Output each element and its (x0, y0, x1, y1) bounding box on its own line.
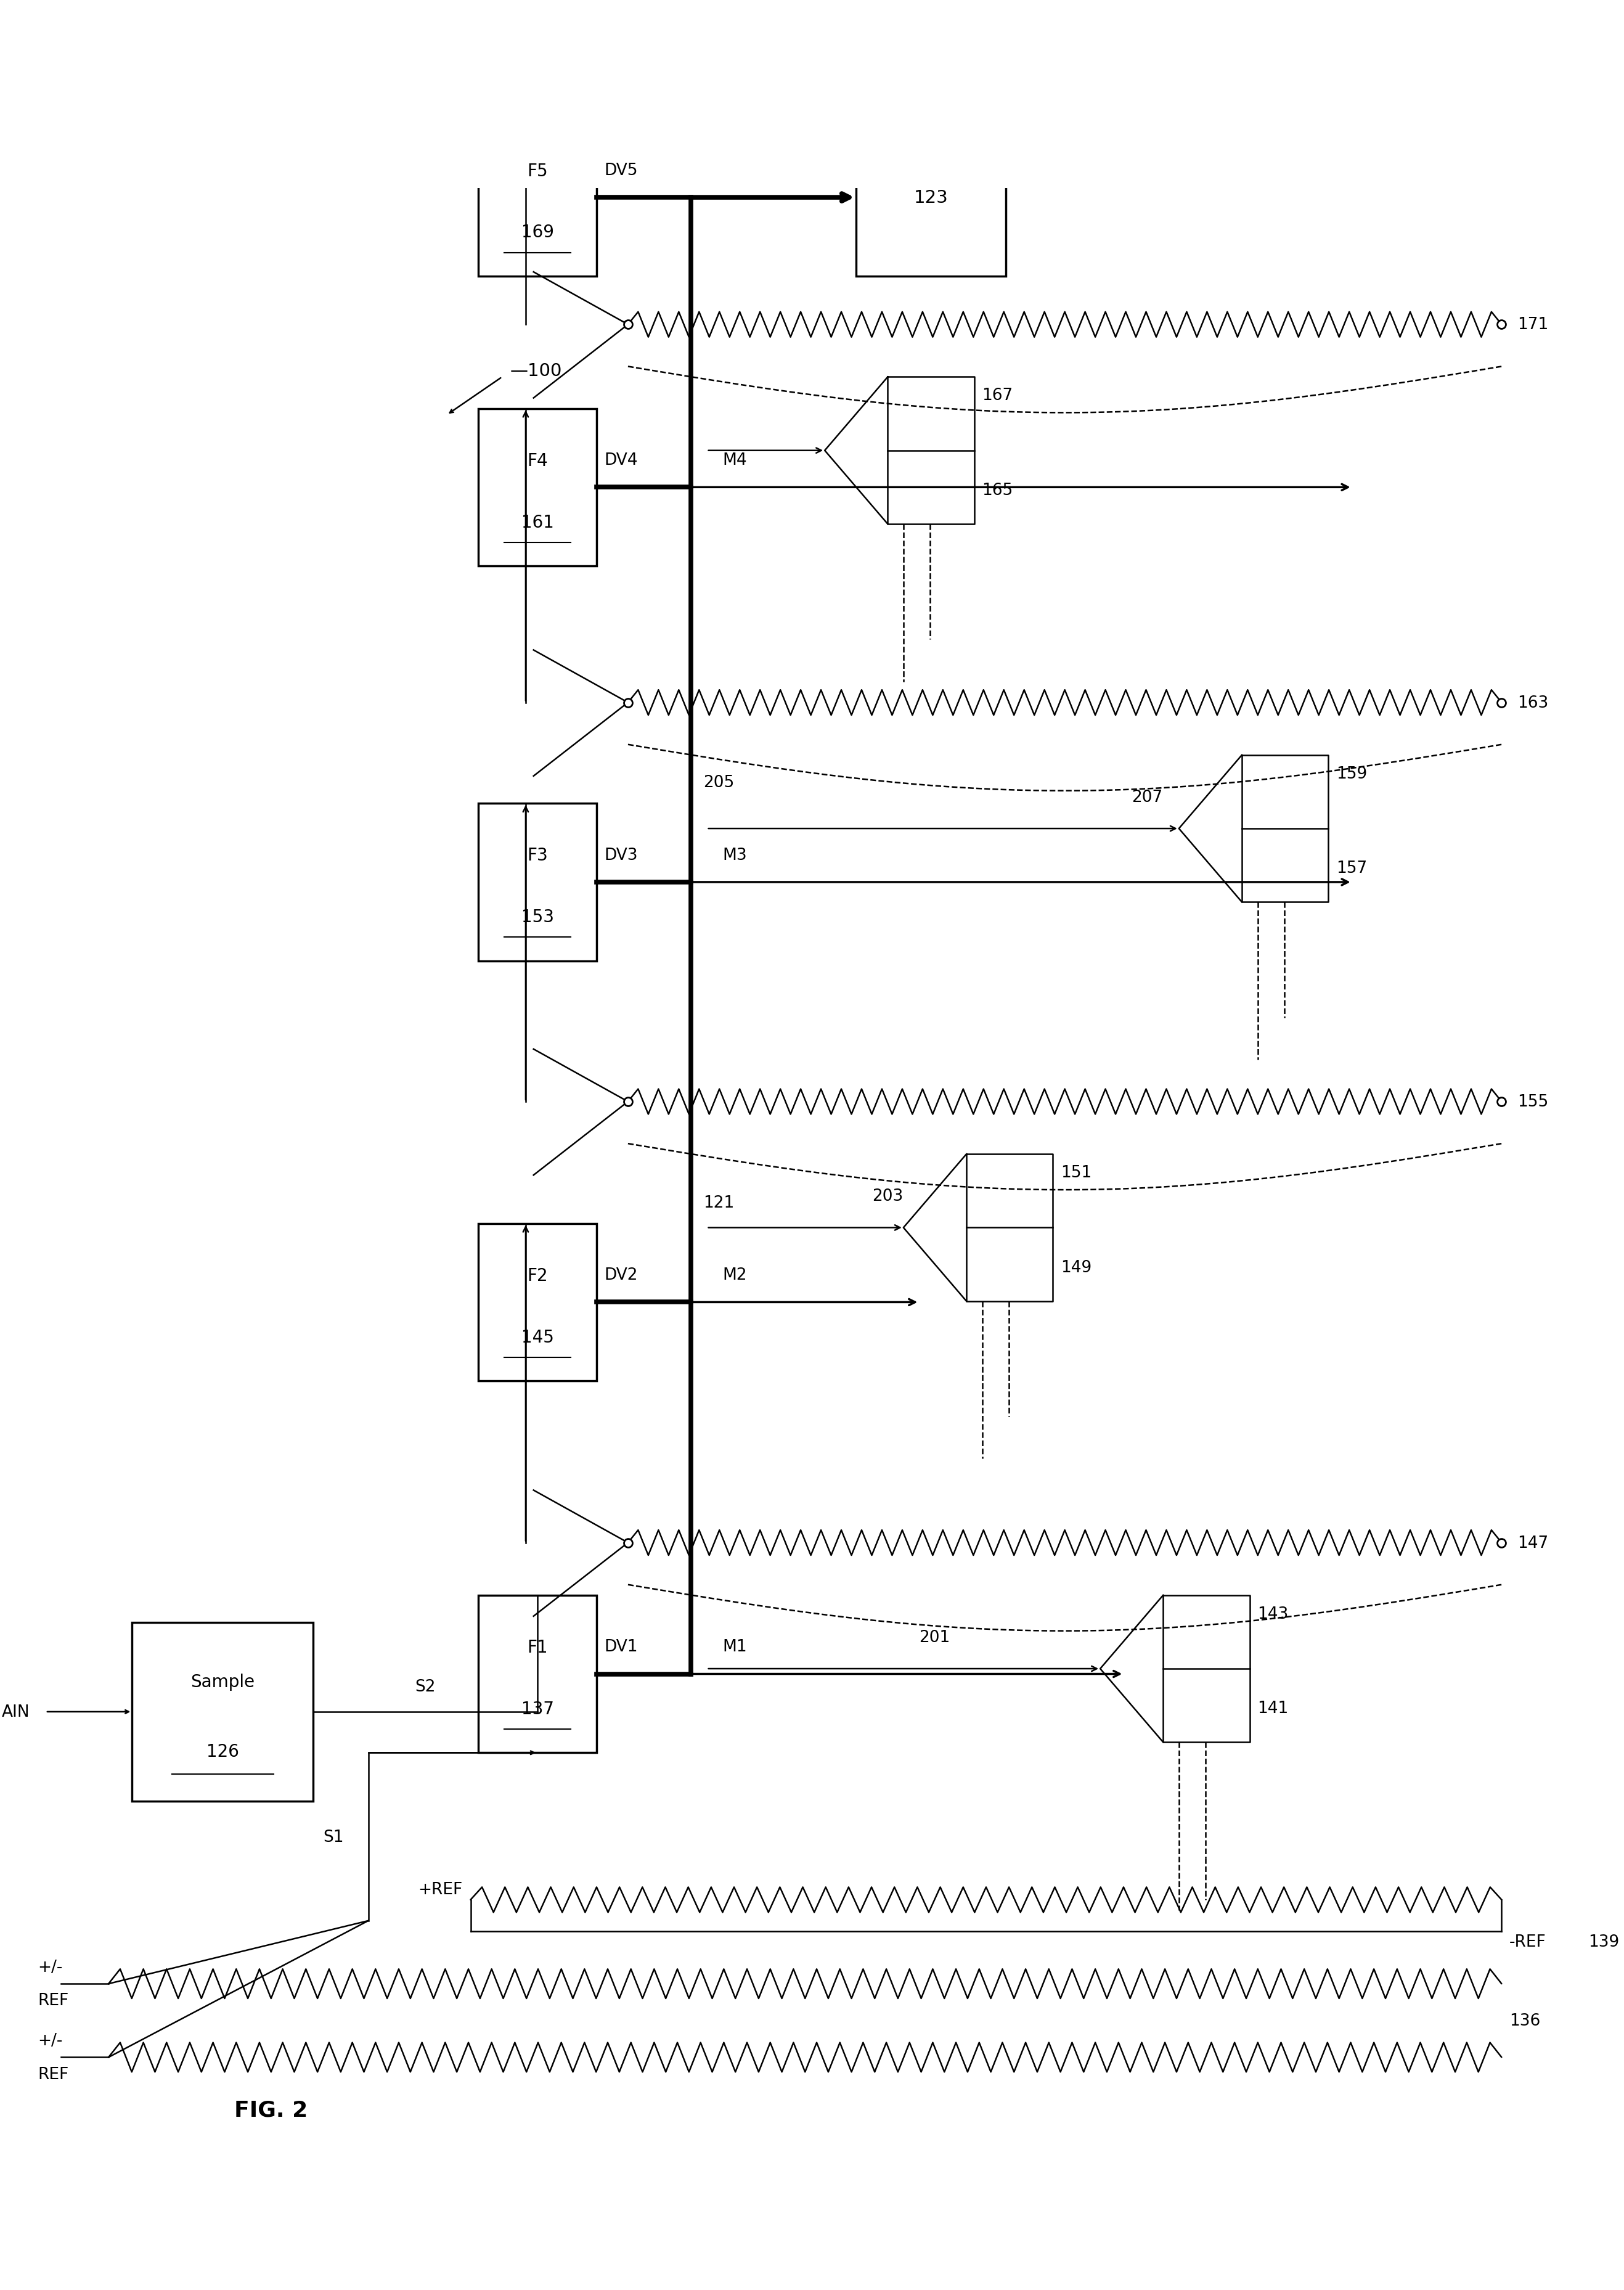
Text: Sample: Sample (190, 1674, 255, 1690)
Text: 167: 167 (983, 387, 1013, 403)
Text: DV5: DV5 (604, 163, 638, 179)
Text: -REF: -REF (1509, 1933, 1546, 1949)
Text: M4: M4 (723, 453, 747, 469)
Text: 203: 203 (872, 1189, 903, 1205)
Text: +/-: +/- (37, 1958, 63, 1974)
Text: DV4: DV4 (604, 453, 638, 469)
Text: 207: 207 (1132, 790, 1163, 806)
Text: 126: 126 (206, 1743, 239, 1759)
Text: F3: F3 (528, 847, 547, 863)
Text: 171: 171 (1517, 316, 1548, 332)
Text: 151: 151 (1060, 1166, 1091, 1182)
Bar (479, 804, 596, 962)
Text: DV1: DV1 (604, 1640, 638, 1656)
Text: 143: 143 (1257, 1605, 1288, 1621)
Text: 139: 139 (1588, 1933, 1619, 1949)
Text: DV2: DV2 (604, 1266, 638, 1282)
Text: 157: 157 (1337, 861, 1367, 877)
Text: DV3: DV3 (604, 847, 638, 863)
Text: 159: 159 (1337, 765, 1367, 781)
Bar (479, 119, 596, 277)
Text: S2: S2 (416, 1679, 435, 1695)
Text: 163: 163 (1517, 694, 1548, 710)
Text: +REF: +REF (417, 1882, 463, 1898)
Bar (479, 1223, 596, 1381)
Text: FIG. 2: FIG. 2 (234, 2100, 309, 2121)
Text: 121: 121 (703, 1195, 734, 1211)
Text: 149: 149 (1060, 1260, 1091, 1276)
Text: S1: S1 (323, 1830, 344, 1846)
Text: 136: 136 (1509, 2013, 1541, 2029)
Text: M1: M1 (723, 1640, 747, 1656)
Text: 165: 165 (983, 483, 1013, 499)
Text: 123: 123 (914, 190, 948, 206)
Text: F2: F2 (528, 1266, 547, 1285)
Bar (856, 119, 1005, 277)
Bar (479, 410, 596, 566)
Text: M3: M3 (723, 847, 747, 863)
Text: 169: 169 (521, 224, 554, 240)
Text: F5: F5 (528, 163, 547, 179)
Text: —100: —100 (510, 362, 562, 380)
Text: 205: 205 (703, 774, 734, 790)
Bar (132, 1624, 313, 1802)
Text: F4: F4 (528, 451, 547, 469)
Text: REF: REF (37, 2066, 68, 2082)
Text: 161: 161 (521, 513, 554, 531)
Text: F1: F1 (528, 1640, 547, 1656)
Text: AIN: AIN (2, 1704, 29, 1720)
Bar (479, 1596, 596, 1752)
Text: 201: 201 (919, 1628, 950, 1644)
Text: 155: 155 (1517, 1095, 1548, 1111)
Text: 137: 137 (521, 1699, 554, 1718)
Text: 141: 141 (1257, 1701, 1288, 1715)
Text: M2: M2 (723, 1266, 747, 1282)
Text: 147: 147 (1517, 1534, 1548, 1550)
Text: 145: 145 (521, 1328, 554, 1347)
Text: REF: REF (37, 1992, 68, 2008)
Text: 153: 153 (521, 909, 554, 925)
Text: +/-: +/- (37, 2034, 63, 2050)
